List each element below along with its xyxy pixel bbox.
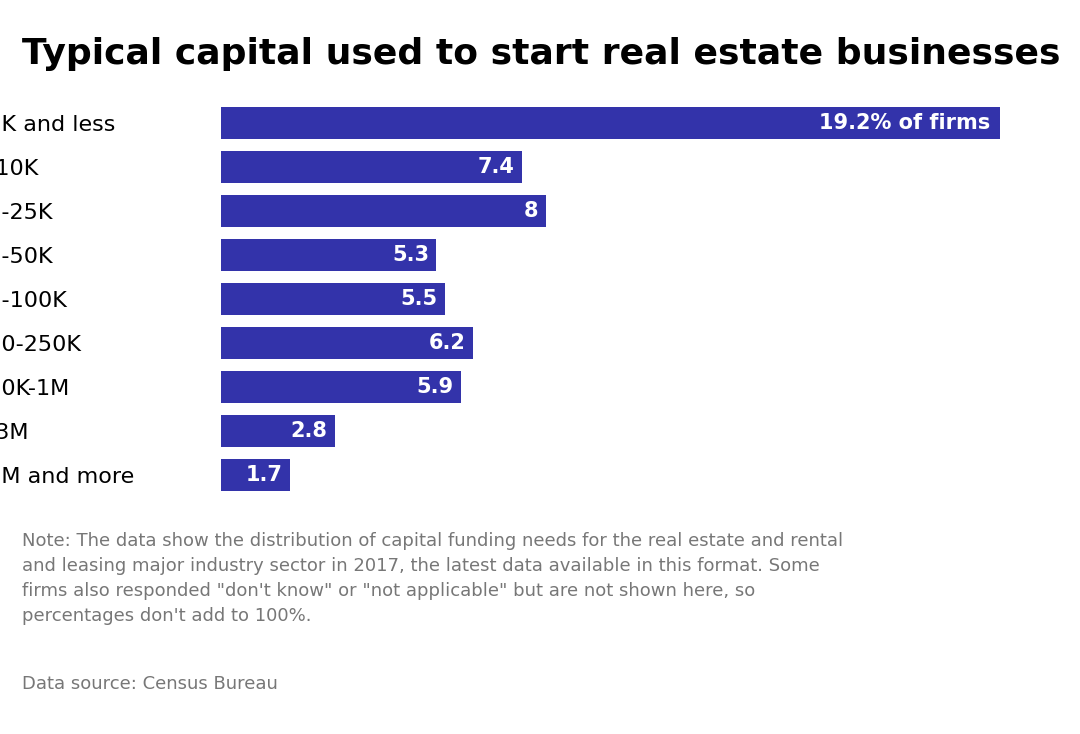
Bar (221, 459, 291, 491)
Bar (221, 107, 1000, 139)
Bar (221, 371, 461, 403)
Text: 8: 8 (524, 201, 539, 221)
Text: 5.3: 5.3 (392, 245, 429, 265)
Text: Note: The data show the distribution of capital funding needs for the real estat: Note: The data show the distribution of … (22, 532, 842, 625)
Text: Data source: Census Bureau: Data source: Census Bureau (22, 675, 278, 694)
Text: 5.5: 5.5 (400, 289, 437, 309)
Text: Typical capital used to start real estate businesses: Typical capital used to start real estat… (22, 37, 1061, 70)
Text: 7.4: 7.4 (477, 157, 514, 177)
Text: 19.2% of firms: 19.2% of firms (819, 113, 990, 134)
Bar (221, 151, 522, 183)
Bar (221, 327, 473, 359)
Text: 1.7: 1.7 (246, 465, 283, 485)
Bar (221, 195, 545, 227)
Bar (221, 239, 436, 271)
Text: 2.8: 2.8 (291, 421, 327, 441)
Text: 6.2: 6.2 (429, 333, 465, 353)
Bar (221, 415, 335, 447)
Bar (221, 283, 445, 315)
Text: 5.9: 5.9 (416, 377, 454, 397)
